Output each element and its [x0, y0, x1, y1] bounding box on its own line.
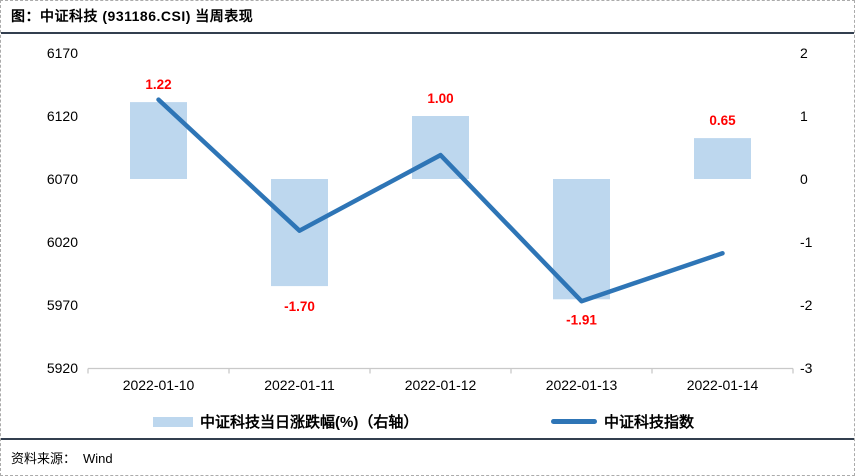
left-tick-label: 6120: [47, 108, 78, 124]
x-tick-label: 2022-01-10: [123, 377, 195, 393]
data-label-2022-01-11: -1.70: [284, 299, 315, 314]
left-tick-label: 5970: [47, 297, 78, 313]
right-tick-label: 2: [800, 45, 808, 61]
left-axis-labels: 6170 6120 6070 6020 5970 5920: [47, 45, 78, 376]
x-axis: [87, 367, 794, 374]
right-tick-label: -1: [800, 234, 813, 250]
bar-2022-01-10: [130, 102, 187, 179]
source-value: Wind: [83, 451, 113, 466]
bar-data-labels: 1.22 -1.70 1.00 -1.91 0.65: [145, 77, 736, 327]
x-tick-label: 2022-01-14: [687, 377, 759, 393]
right-tick-label: 1: [800, 108, 808, 124]
source-label: 资料来源：: [11, 451, 77, 466]
bar-series: [130, 102, 751, 300]
bar-series-swatch-icon: [153, 416, 193, 427]
index-line: [156, 97, 725, 304]
right-tick-label: 0: [800, 171, 808, 187]
legend-item-line-series: 中证科技指数: [551, 411, 694, 432]
chart-title: 图：中证科技 (931186.CSI) 当周表现: [11, 8, 254, 24]
right-tick-label: -2: [800, 297, 813, 313]
legend-item-bar-series: 中证科技当日涨跌幅(%)（右轴）: [153, 411, 418, 432]
right-axis-labels: 2 1 0 -1 -2 -3: [800, 45, 813, 376]
right-tick-label: -3: [800, 360, 813, 376]
left-tick-label: 6170: [47, 45, 78, 61]
data-label-2022-01-12: 1.00: [427, 91, 453, 106]
x-tick-label: 2022-01-11: [264, 377, 335, 393]
data-label-2022-01-13: -1.91: [566, 312, 597, 327]
line-series-label: 中证科技指数: [604, 414, 695, 431]
bar-series-label: 中证科技当日涨跌幅(%)（右轴）: [200, 414, 419, 431]
index-line-series: [156, 97, 725, 304]
left-tick-label: 6020: [47, 234, 78, 250]
bar-2022-01-12: [412, 116, 469, 179]
chart-header: 图：中证科技 (931186.CSI) 当周表现: [1, 1, 854, 34]
data-label-2022-01-10: 1.22: [145, 77, 171, 92]
line-series-swatch-icon: [551, 419, 597, 424]
source-note: 资料来源： Wind: [11, 448, 113, 467]
left-tick-label: 6070: [47, 171, 78, 187]
x-tick-label: 2022-01-13: [546, 377, 618, 393]
data-label-2022-01-14: 0.65: [709, 113, 736, 128]
left-tick-label: 5920: [47, 360, 78, 376]
x-axis-labels: 2022-01-10 2022-01-11 2022-01-12 2022-01-13…: [123, 377, 759, 393]
bar-2022-01-14: [694, 138, 751, 179]
x-tick-label: 2022-01-12: [405, 377, 477, 393]
footer-divider: [1, 438, 854, 440]
